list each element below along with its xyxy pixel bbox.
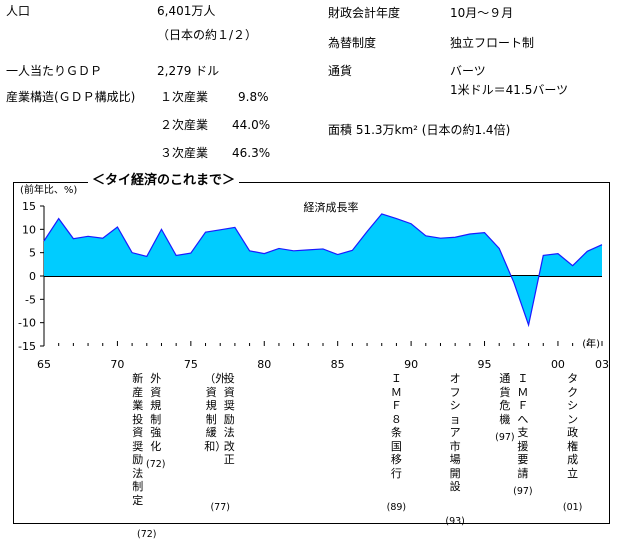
fx-regime-value: 独立フロート制 [450, 36, 535, 50]
tertiary-industry-label: ３次産業 [160, 146, 209, 160]
annotation-year: (72) [137, 529, 157, 540]
section-title: ＜タイ経済のこれまで＞ [88, 172, 240, 190]
annotation-text: 新産業投資奨励法制定 [132, 372, 144, 507]
annotation-year: (97) [513, 486, 533, 497]
annotation-year: (72) [146, 459, 166, 470]
industry-structure-label: 産業構造(ＧＤＰ構成比) [6, 90, 136, 104]
population-label: 人口 [6, 4, 31, 18]
secondary-industry-value: 44.0% [232, 118, 271, 132]
gdp-per-capita-value: 2,279 ドル [157, 64, 220, 78]
annotation-text: 投資奨励法改正 [223, 372, 235, 466]
population-note: （日本の約１/２） [157, 28, 258, 42]
primary-industry-value: 9.8% [238, 90, 269, 104]
fiscal-year-value: 10月～９月 [450, 6, 514, 20]
exchange-rate: 1米ドル＝41.5バーツ [450, 83, 569, 97]
gdp-per-capita-label: 一人当たりＧＤＰ [6, 64, 103, 78]
chart-frame [13, 182, 610, 524]
annotation-text: 外資規制強化 [150, 372, 162, 453]
annotation-year: (77) [210, 502, 230, 513]
tertiary-industry-value: 46.3% [232, 146, 271, 160]
annotation-text: ＩＭＦ８条国移行 [390, 372, 402, 480]
annotation-text: オフショア市場開設 [449, 372, 461, 493]
secondary-industry-label: ２次産業 [160, 118, 209, 132]
currency-label: 通貨 [328, 64, 353, 78]
currency-value: バーツ [450, 64, 486, 78]
fx-regime-label: 為替制度 [328, 36, 377, 50]
annotation-text: タクシン政権成立 [567, 372, 579, 480]
annotation-year: (93) [445, 515, 465, 527]
annotation-year: (89) [386, 502, 407, 513]
primary-industry-label: １次産業 [160, 90, 209, 104]
annotation-year: (97) [495, 432, 515, 443]
population-value: 6,401万人 [157, 4, 216, 18]
annotation-text: ＩＭＦへ支援要請 [517, 372, 529, 480]
annotation-text: 通貨危機 [499, 372, 511, 426]
annotation-year: (01) [562, 502, 583, 513]
land-area: 面積 51.3万km² (日本の約1.4倍) [328, 123, 511, 137]
annotation-text: （外資規制緩和） [204, 372, 227, 453]
fiscal-year-label: 財政会計年度 [328, 6, 401, 20]
